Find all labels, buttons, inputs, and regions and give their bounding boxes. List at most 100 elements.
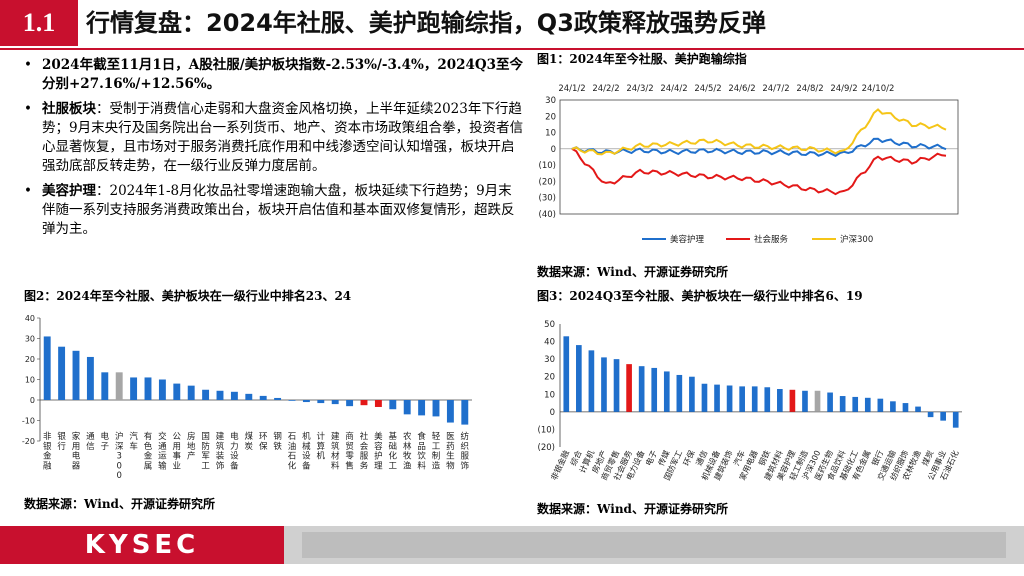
x-category-label: 事 [173, 451, 182, 462]
x-category-label: 工 [432, 442, 441, 452]
bar-农林牧渔 [403, 400, 411, 415]
plot-frame [559, 99, 959, 215]
x-category-label: 算 [317, 441, 326, 452]
bar-国防军工 [202, 389, 210, 400]
bar-计算机 [317, 400, 325, 404]
x-category-label: 备 [230, 460, 239, 471]
y-tick-label: (10) [538, 425, 555, 435]
x-tick-label: 24/8/2 [796, 84, 823, 94]
x-category-label: 械 [302, 441, 311, 452]
x-category-label: 电 [230, 431, 239, 442]
x-category-label: 零 [345, 452, 354, 462]
x-category-label: 护 [374, 451, 383, 462]
bar-商贸零售 [613, 359, 620, 412]
bar-有色金属 [864, 397, 871, 412]
x-category-label: 理 [374, 461, 383, 471]
x-category-label: 银 [57, 431, 66, 442]
bar-钢铁 [274, 397, 282, 400]
x-category-label: 化 [389, 451, 398, 462]
bar-纺织服饰 [461, 400, 469, 425]
bar-传媒 [663, 371, 670, 412]
x-category-label: 国 [201, 432, 210, 442]
bullet-social-services: • 社服板块：受制于消费信心走弱和大盘资金风格切换，上半年延续2023年下行趋势… [20, 100, 525, 176]
x-category-label: 公 [173, 432, 182, 442]
x-category-label: 3 [116, 452, 121, 462]
bar-机械设备 [714, 384, 720, 412]
x-category-label: 深 [115, 442, 124, 452]
bar-非银金融 [563, 336, 570, 412]
x-tick-label: 24/6/2 [728, 84, 755, 94]
x-category-label: 牧 [403, 451, 412, 462]
bar-纺织服饰 [902, 403, 909, 412]
x-category-label: 电 [72, 451, 81, 462]
series-line-美容护理 [571, 137, 947, 157]
x-tick-label: 24/5/2 [694, 84, 721, 94]
x-category-label: 饰 [216, 460, 225, 471]
x-tick-label: 24/7/2 [762, 84, 789, 94]
y-tick-label: 0 [551, 145, 556, 155]
fig3-caption: 图3：2024Q3至今社服、美护板块在一级行业中排名6、19 [537, 289, 863, 303]
x-category-label: 用 [72, 442, 81, 452]
bar-石油石化 [952, 411, 959, 428]
x-category-label: 建 [331, 431, 340, 442]
x-tick-label: 24/3/2 [626, 84, 653, 94]
x-tick-label: 24/9/2 [830, 84, 857, 94]
x-category-label: 银 [43, 441, 52, 452]
bar-基础化工 [852, 396, 859, 412]
x-category-label: 美 [374, 431, 383, 442]
bar-环保 [259, 395, 267, 400]
bar-美容护理 [789, 389, 796, 412]
y-tick-label: 30 [544, 355, 555, 365]
bar-煤炭 [927, 411, 934, 418]
x-category-label: 有 [144, 431, 153, 442]
x-category-label: 0 [116, 461, 121, 471]
y-tick-label: 10 [25, 376, 35, 385]
x-category-label: 军 [201, 452, 210, 462]
bar-建筑材料 [331, 400, 339, 405]
x-category-label: 林 [403, 441, 412, 452]
fig1-line-chart: 30 20 10 0 (10) (20) (30) (40) 24/1/2 24/2/2 24/3/… [539, 84, 959, 245]
y-tick-label: 10 [544, 390, 555, 400]
y-tick-label: 50 [544, 320, 555, 330]
y-tick-label: (30) [539, 194, 556, 204]
bar-商贸零售 [346, 400, 354, 407]
x-category-label: 饰 [461, 460, 470, 471]
x-category-label: 筑 [331, 441, 340, 452]
bar-钢铁 [764, 387, 771, 412]
y-tick-label: 40 [544, 338, 555, 348]
legend-label: 美容护理 [670, 234, 705, 245]
x-category-label: 石 [288, 452, 297, 462]
footer-band [302, 532, 1006, 558]
bullet-summary: • 2024年截至11月1日，A股社服/美护板块指数-2.53%/-3.4%，2… [20, 56, 525, 94]
x-category-label: 煤 [245, 431, 254, 442]
x-category-label: 运 [158, 452, 167, 462]
bar-基础化工 [389, 400, 397, 410]
x-category-label: 物 [446, 460, 455, 471]
legend-label: 沪深300 [840, 234, 873, 245]
bar-沪深300 [814, 390, 821, 412]
x-category-label: 输 [158, 460, 167, 471]
x-category-label: 地 [187, 441, 196, 452]
x-category-label: 装 [216, 451, 225, 462]
x-category-label: 属 [144, 461, 153, 471]
bar-汽车 [130, 377, 138, 400]
x-category-label: 沪 [115, 431, 124, 442]
y-tick-label: 30 [25, 335, 35, 344]
bar-电力设备 [638, 366, 645, 412]
x-category-label: 保 [259, 441, 268, 452]
x-category-label: 业 [173, 460, 182, 471]
bar-电子 [651, 367, 658, 412]
bar-房地产 [187, 385, 195, 400]
x-category-label: 机 [317, 451, 326, 462]
bullet-beauty-care-text: ：2024年1-8月化妆品社零增速跑输大盘，板块延续下行趋势；9月末伴随一系列支… [42, 183, 515, 237]
bar-社会服务 [360, 400, 368, 406]
x-category-label: 造 [432, 460, 441, 471]
x-category-label: 行 [57, 441, 66, 452]
bullet-social-services-text: ：受制于消费信心走弱和大盘资金风格切换，上半年延续2023年下行趋势；9月末央行… [42, 101, 524, 174]
bar-有色金属 [144, 377, 152, 400]
x-category-label: 生 [446, 451, 455, 462]
x-category-label: 饮 [417, 451, 426, 462]
bar-食品饮料 [839, 396, 846, 412]
x-category-label: 电 [101, 431, 110, 442]
bar-医药生物 [446, 400, 454, 423]
